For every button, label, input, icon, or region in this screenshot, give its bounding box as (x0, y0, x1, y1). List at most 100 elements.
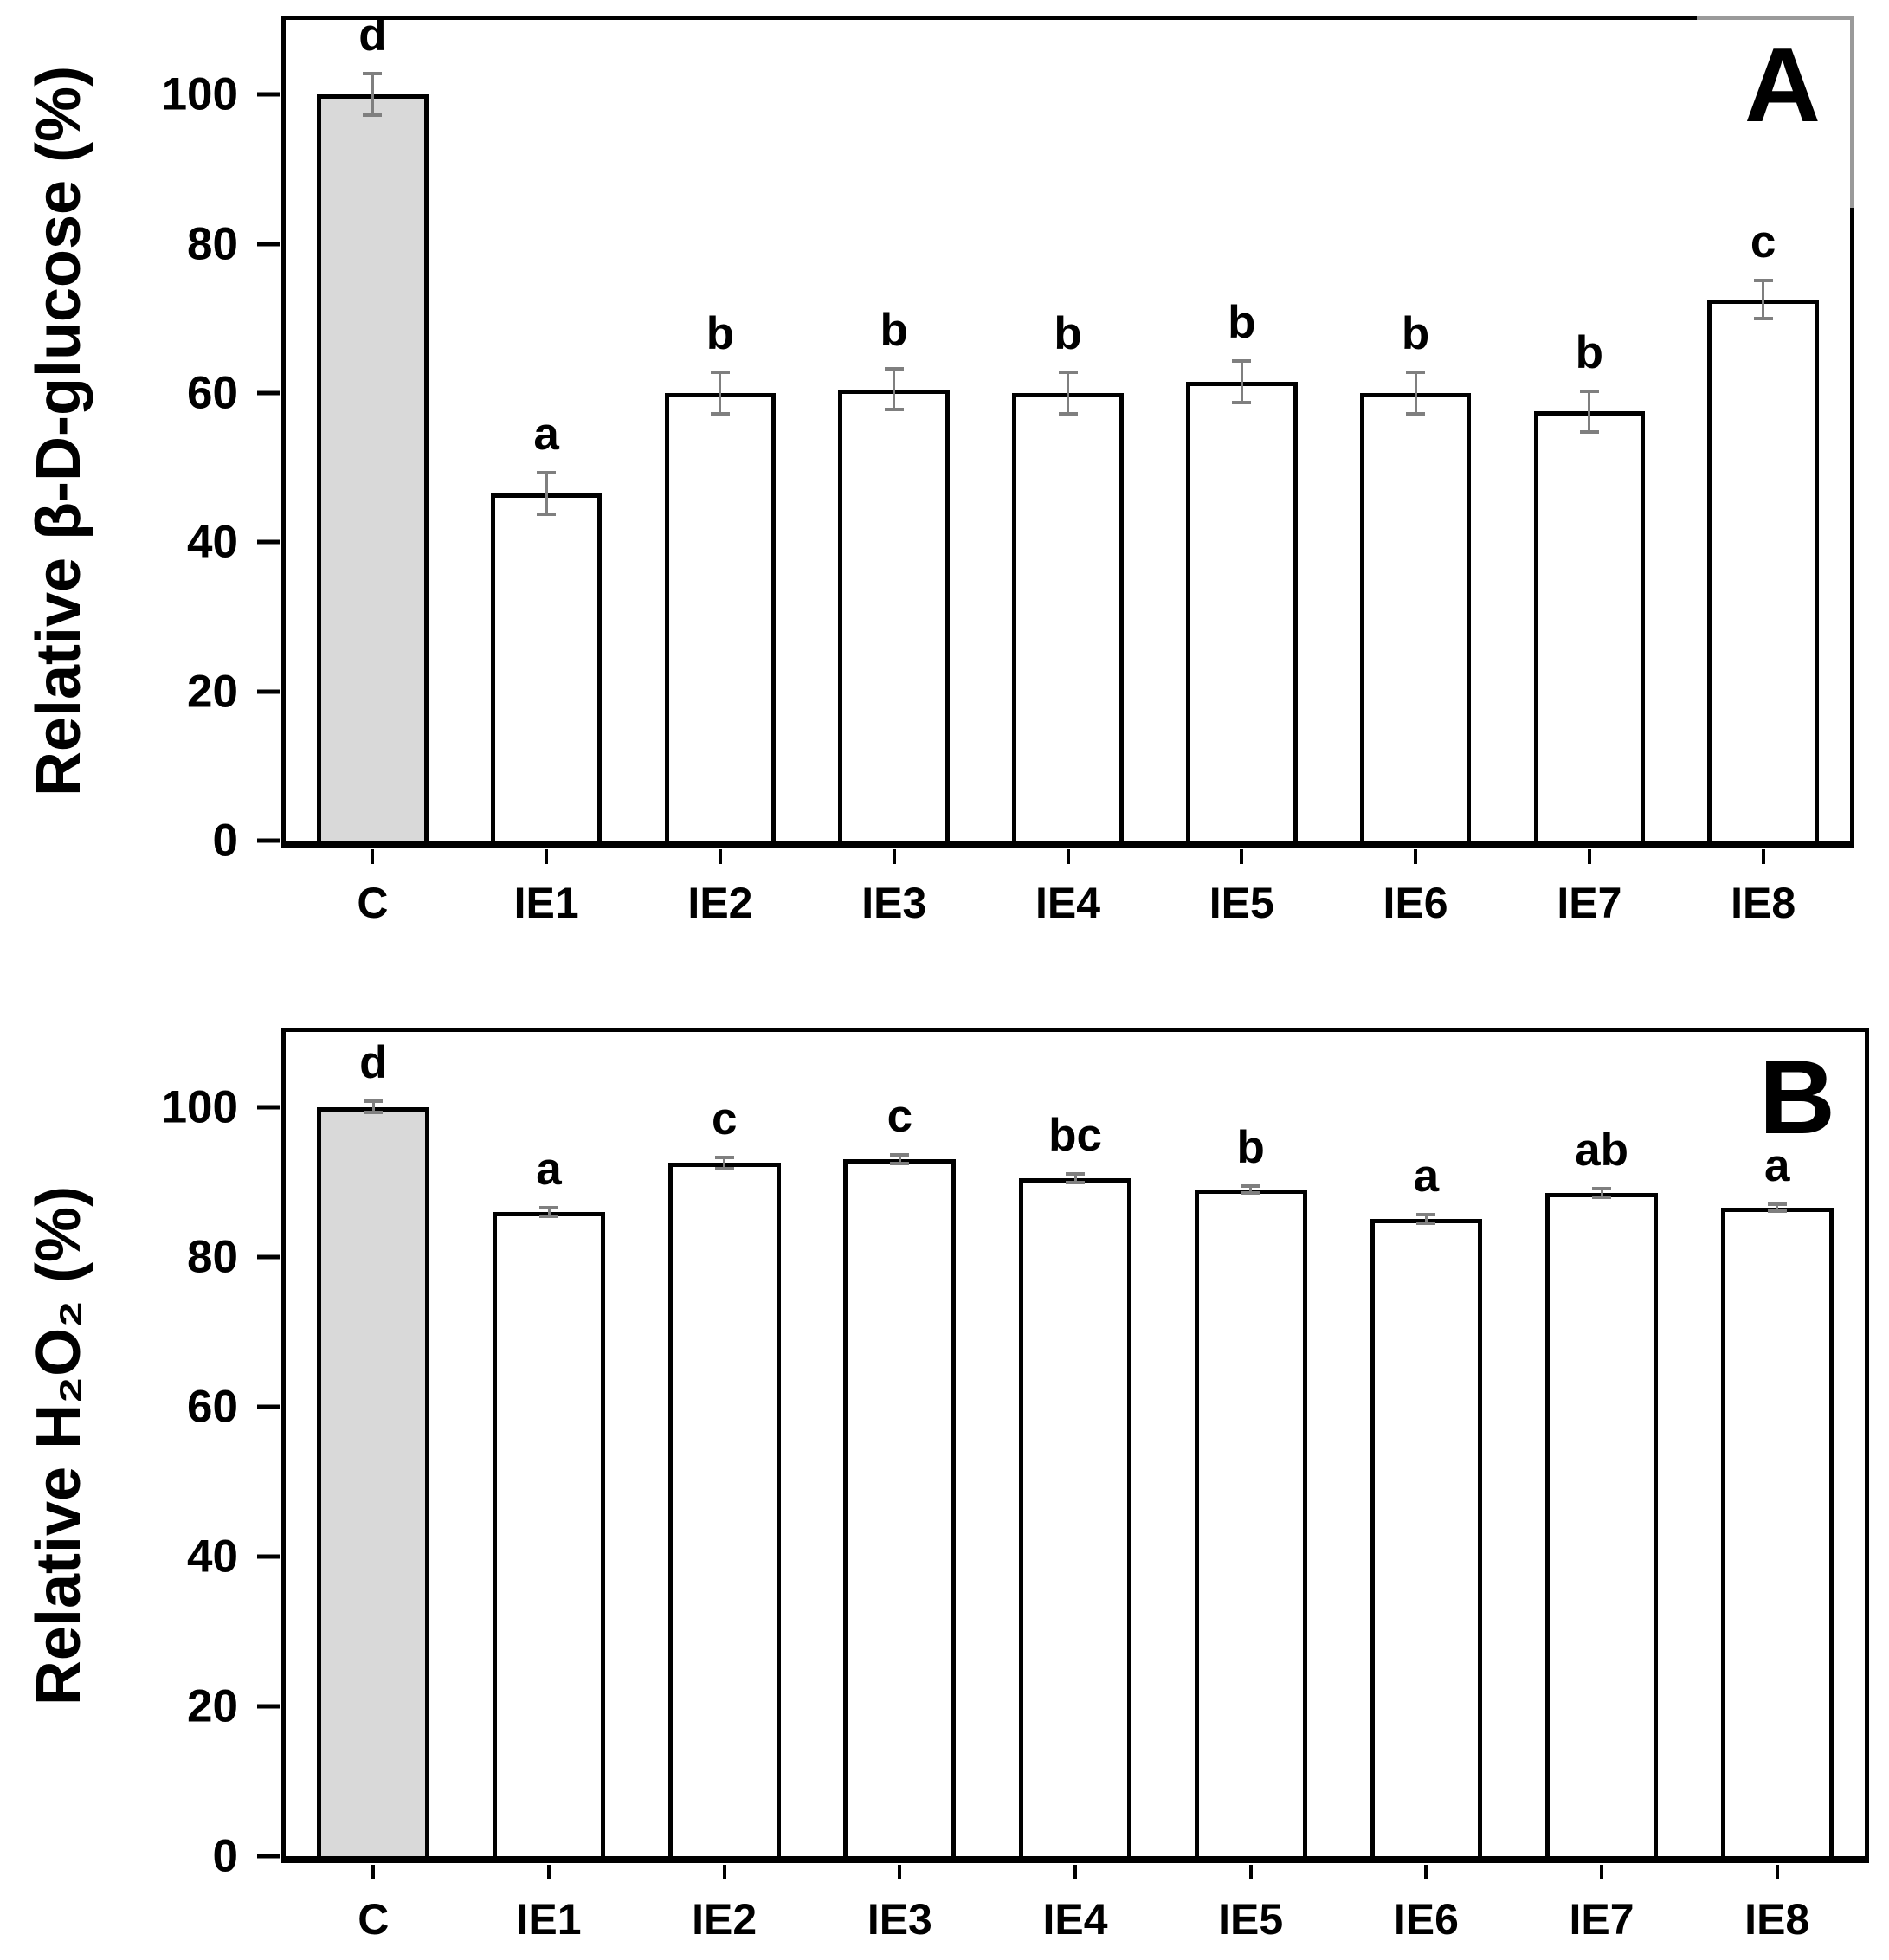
error-bar-cap-bottom (363, 113, 383, 118)
x-axis-labels-panel-b: C IE1 IE2 IE3 IE4 IE5 IE6 IE7 IE8 (286, 1896, 1865, 1944)
error-bar-cap-bottom (1592, 1196, 1612, 1199)
error-bar-cap-bottom (1416, 1222, 1436, 1226)
significance-letter-ie1: a (533, 409, 559, 461)
x-tick-mark (1248, 1865, 1253, 1879)
x-tick-mark (371, 849, 375, 864)
error-bar-cap-bottom (539, 1214, 558, 1218)
y-tick-mark (257, 1854, 280, 1859)
error-bar (719, 371, 722, 416)
error-bar (1240, 359, 1243, 404)
error-bar-cap-bottom (1753, 317, 1773, 321)
x-tick-mark (1414, 849, 1418, 864)
significance-letter-c: d (358, 10, 387, 61)
error-bar (723, 1155, 726, 1171)
error-bar (898, 1153, 901, 1166)
error-bar-cap-top (1579, 389, 1599, 393)
error-bar-cap-bottom (364, 1111, 384, 1115)
y-tick-label: 0 (212, 1830, 238, 1882)
error-bar-cap-top (710, 371, 730, 375)
error-bar-cap-top (1066, 1171, 1086, 1176)
x-axis-label-ie8: IE8 (1744, 1895, 1810, 1944)
error-bar-cap-bottom (1406, 411, 1426, 416)
bar-slot-ie4: bc (988, 1032, 1164, 1879)
error-bar (371, 72, 374, 118)
error-bar (547, 1205, 551, 1218)
y-tick-mark (257, 242, 280, 247)
bar-slot-ie2: c (636, 1032, 812, 1879)
y-tick-label: 100 (161, 1081, 238, 1133)
error-bar-cap-top (1232, 359, 1252, 364)
y-tick-label: 40 (187, 516, 238, 568)
x-axis-label-c: C (358, 1895, 390, 1944)
y-tick-label: 80 (187, 218, 238, 270)
significance-letter-ie7: b (1575, 326, 1604, 378)
border-artifact-top (1697, 16, 1854, 20)
error-bar-cap-top (1592, 1187, 1612, 1191)
error-bar-cap-top (1058, 371, 1078, 375)
x-tick-mark (892, 849, 896, 864)
bar-ie8 (1720, 1208, 1834, 1856)
error-bar-cap-bottom (1579, 430, 1599, 435)
significance-letter-ie8: a (1763, 1140, 1790, 1192)
bar-c (317, 1106, 430, 1856)
bar-slot-ie5: b (1163, 1032, 1338, 1879)
error-bar-cap-top (1406, 371, 1426, 375)
error-bar-cap-top (1416, 1213, 1436, 1217)
error-bar-cap-top (1241, 1183, 1260, 1188)
plot-area-panel-a: A 0 20 40 60 80 100 d a b b b b b b c (162, 12, 1854, 864)
bar-ie7 (1545, 1193, 1658, 1856)
error-bar-cap-bottom (1058, 411, 1078, 416)
error-bar (1600, 1187, 1603, 1199)
y-tick-label: 20 (187, 666, 238, 718)
error-bar-cap-top (1767, 1202, 1787, 1207)
significance-letter-ie7: ab (1575, 1125, 1628, 1177)
bar-ie4 (1019, 1177, 1131, 1856)
x-axis-labels-panel-a: C IE1 IE2 IE3 IE4 IE5 IE6 IE7 IE8 (286, 880, 1850, 927)
border-artifact-right (1850, 16, 1854, 208)
x-axis-label-ie2: IE2 (692, 1895, 758, 1944)
x-tick-mark (1775, 1865, 1779, 1879)
bar-slot-ie7: b (1502, 20, 1676, 864)
x-tick-mark (1240, 849, 1244, 864)
bar-slot-c: d (286, 1032, 461, 1879)
significance-letter-ie6: a (1413, 1151, 1440, 1202)
y-tick-mark (257, 390, 280, 396)
y-tick-mark (257, 838, 280, 843)
x-tick-mark (371, 1865, 376, 1879)
plot-area-panel-b: B 0 20 40 60 80 100 d a c c bc b a ab a (162, 1028, 1869, 1879)
significance-letter-ie1: a (536, 1143, 562, 1195)
panel-letter-a: A (1744, 26, 1821, 144)
y-tick-label: 100 (161, 68, 238, 120)
error-bar-cap-top (537, 471, 557, 475)
bar-ie6 (1370, 1219, 1483, 1856)
bar-ie2 (667, 1163, 781, 1856)
bar-ie1 (493, 1211, 605, 1856)
x-axis-label-ie1: IE1 (513, 879, 579, 927)
bar-slot-ie6: b (1329, 20, 1503, 864)
panel-letter-b: B (1758, 1038, 1835, 1156)
error-bar (1588, 389, 1591, 435)
error-bar (1776, 1202, 1779, 1214)
error-bar (545, 471, 548, 517)
bar-ie3 (838, 389, 950, 841)
x-axis-label-c: C (357, 879, 389, 927)
error-bar (1067, 371, 1070, 416)
x-tick-mark (1066, 849, 1070, 864)
x-axis-label-ie1: IE1 (516, 1895, 582, 1944)
significance-letter-ie3: c (886, 1091, 913, 1143)
bar-slot-ie3: b (807, 20, 981, 864)
x-axis-label-ie8: IE8 (1731, 879, 1796, 927)
bar-ie7 (1533, 411, 1646, 841)
bar-ie2 (664, 392, 777, 841)
error-bar-cap-bottom (714, 1167, 734, 1171)
significance-letter-ie6: b (1401, 308, 1430, 360)
bar-ie4 (1012, 392, 1124, 841)
significance-letter-ie5: b (1228, 297, 1256, 349)
x-axis-label-ie7: IE7 (1569, 1895, 1634, 1944)
significance-letter-ie2: c (711, 1093, 738, 1144)
bar-slot-ie6: a (1338, 1032, 1514, 1879)
y-tick-label: 60 (187, 1381, 238, 1433)
significance-letter-ie2: b (706, 308, 735, 360)
bar-ie5 (1194, 1189, 1307, 1856)
